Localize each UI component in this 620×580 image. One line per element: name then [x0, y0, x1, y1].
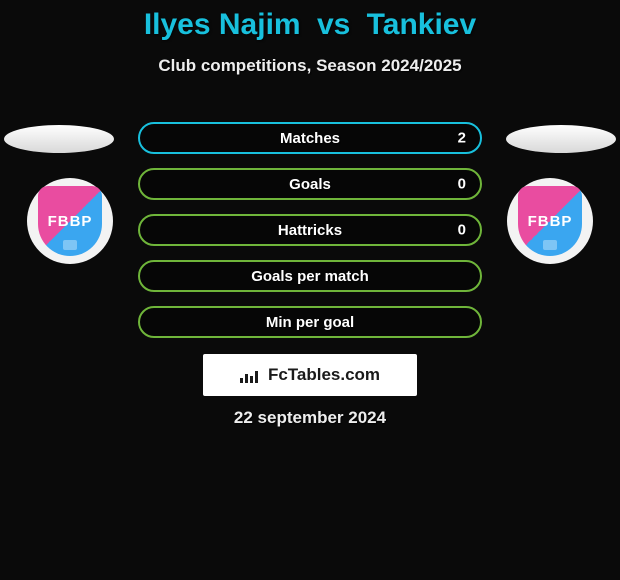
stats-rows: Matches 2 Goals 0 Hattricks 0 Goals per … [138, 122, 482, 352]
stat-label: Hattricks [278, 222, 342, 239]
stat-right-value: 0 [458, 222, 466, 239]
stat-row-goals: Goals 0 [138, 168, 482, 200]
player1-name: Ilyes Najim [144, 8, 301, 41]
stat-row-hattricks: Hattricks 0 [138, 214, 482, 246]
stat-right-value: 2 [458, 130, 466, 147]
right-club-badge: FBBP [507, 178, 593, 264]
badge-text: FBBP [528, 213, 573, 230]
vs-text: vs [317, 8, 350, 41]
chart-icon [240, 367, 262, 383]
left-club-badge: FBBP [27, 178, 113, 264]
fctables-logo: FcTables.com [203, 354, 417, 396]
stat-label: Goals per match [251, 268, 369, 285]
stat-label: Matches [280, 130, 340, 147]
stat-row-matches: Matches 2 [138, 122, 482, 154]
page-title: Ilyes Najim vs Tankiev [0, 0, 620, 42]
logo-text: FcTables.com [268, 365, 380, 385]
stat-right-value: 0 [458, 176, 466, 193]
fbbp-shield-icon: FBBP [38, 186, 102, 256]
date-text: 22 september 2024 [0, 408, 620, 428]
stat-label: Goals [289, 176, 331, 193]
badge-text: FBBP [48, 213, 93, 230]
stat-row-min-per-goal: Min per goal [138, 306, 482, 338]
right-pill-decoration [506, 125, 616, 153]
stat-label: Min per goal [266, 314, 354, 331]
player2-name: Tankiev [367, 8, 477, 41]
stat-row-goals-per-match: Goals per match [138, 260, 482, 292]
left-pill-decoration [4, 125, 114, 153]
fbbp-shield-icon: FBBP [518, 186, 582, 256]
subtitle: Club competitions, Season 2024/2025 [0, 56, 620, 76]
